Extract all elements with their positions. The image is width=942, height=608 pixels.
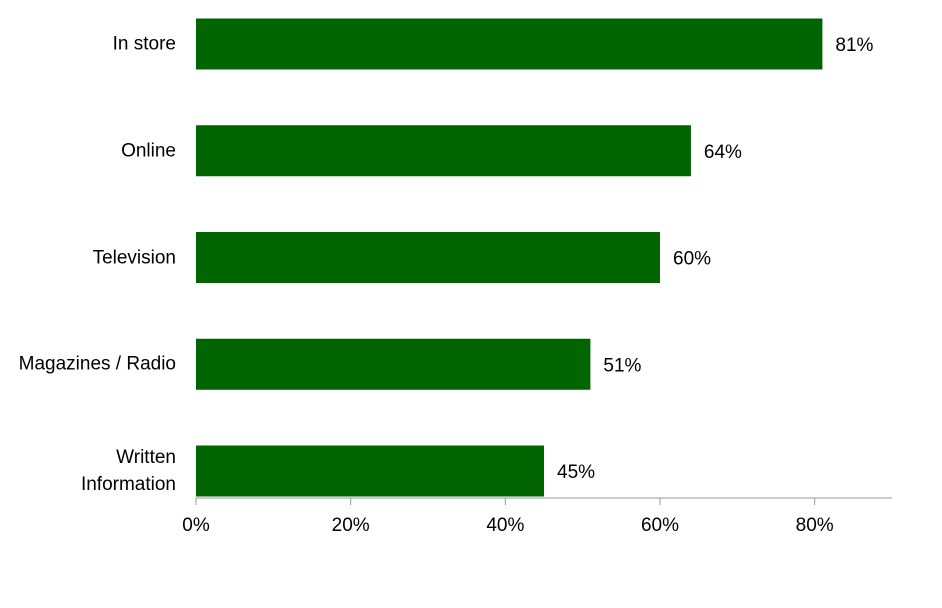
x-tick-label: 80% — [796, 515, 834, 536]
bar — [196, 338, 591, 390]
data-label: 60% — [673, 249, 711, 270]
x-tick-label: 0% — [182, 515, 210, 536]
data-label: 45% — [557, 462, 595, 483]
x-tick-label: 20% — [332, 515, 370, 536]
y-tick-label: In store — [112, 33, 176, 55]
y-tick-label: Written Information — [80, 447, 176, 495]
bar — [196, 445, 544, 497]
x-tick-label: 40% — [486, 515, 524, 536]
data-label: 51% — [603, 355, 641, 376]
bar — [196, 18, 823, 70]
data-label: 81% — [835, 35, 873, 56]
bar — [196, 125, 691, 177]
y-tick-label: Online — [121, 140, 176, 162]
y-tick-label: Television — [92, 247, 176, 268]
bar — [196, 232, 660, 283]
x-tick-label: 60% — [641, 515, 679, 536]
data-label: 64% — [704, 142, 742, 163]
y-tick-label: Magazines / Radio — [18, 353, 176, 375]
